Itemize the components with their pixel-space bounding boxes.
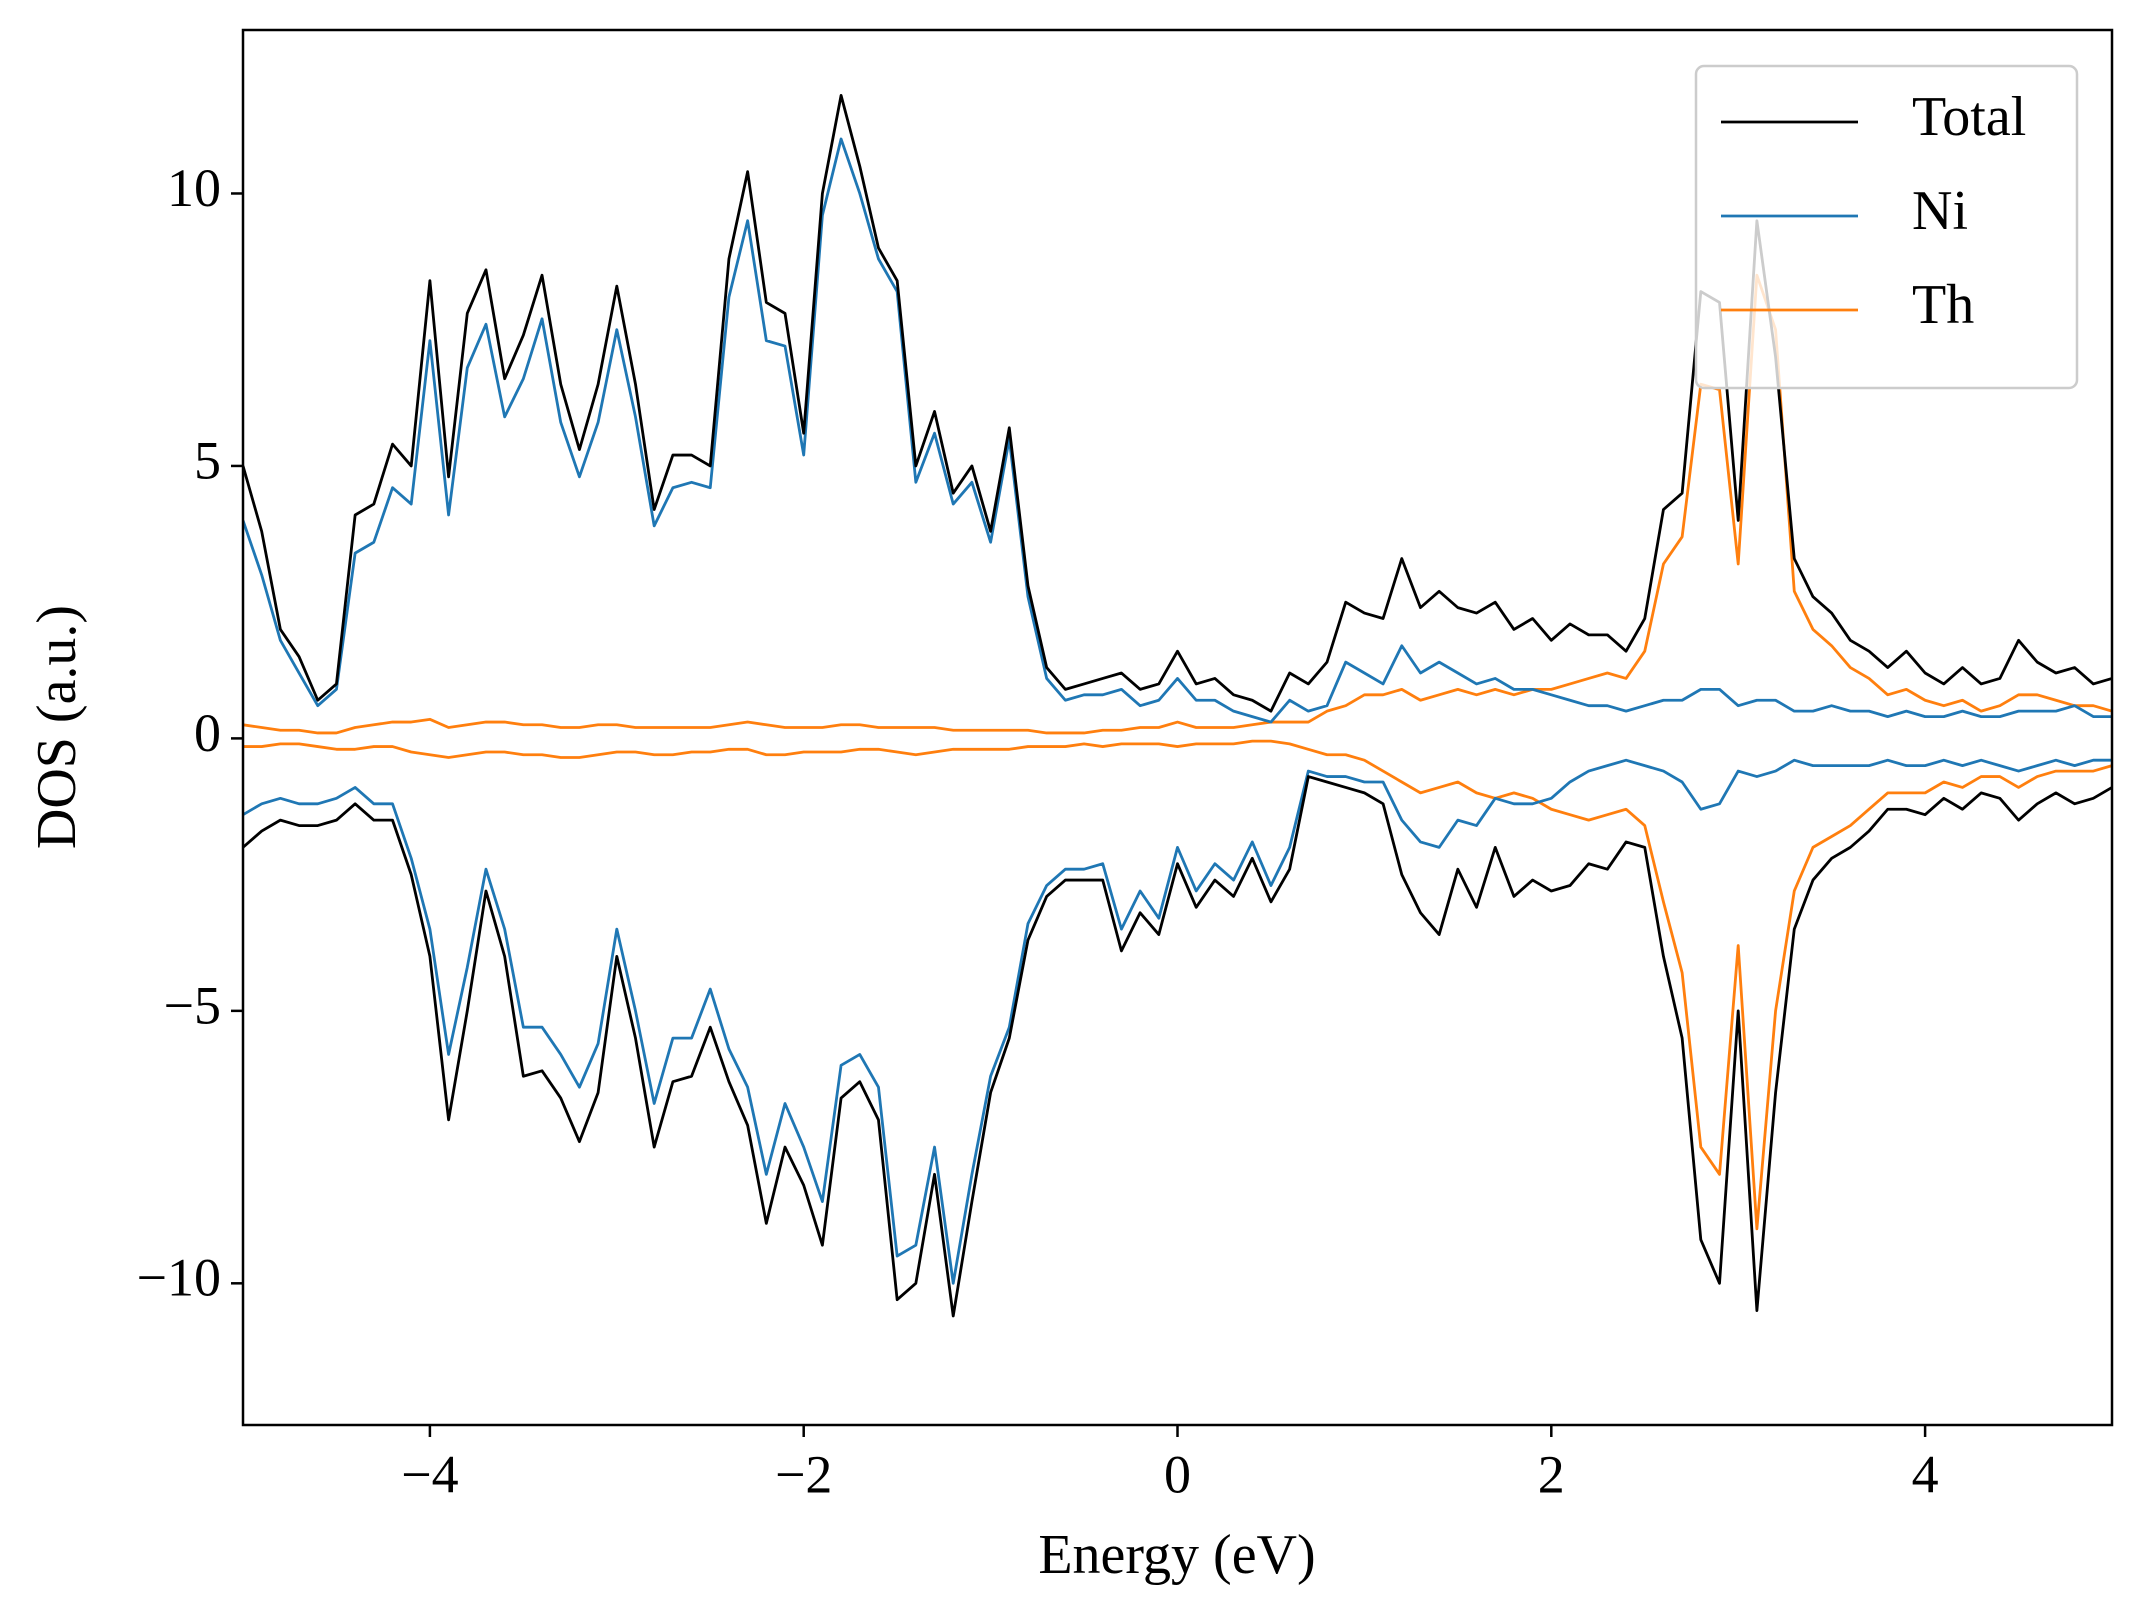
plot-area xyxy=(243,93,2112,1318)
y-tick-label: 10 xyxy=(167,158,221,218)
line-spin-up xyxy=(243,137,2112,724)
y-tick-label: −5 xyxy=(164,975,221,1035)
x-tick-label: −4 xyxy=(401,1444,458,1504)
y-axis-label: DOS (a.u.) xyxy=(26,605,88,849)
legend-label: Ni xyxy=(1912,180,1968,242)
line-spin-up xyxy=(243,93,2112,713)
line-spin-up xyxy=(243,273,2112,735)
x-tick-label: 4 xyxy=(1912,1444,1939,1504)
x-tick-label: 2 xyxy=(1538,1444,1565,1504)
legend-label: Th xyxy=(1912,274,1974,336)
x-tick-label: −2 xyxy=(775,1444,832,1504)
y-tick-label: 5 xyxy=(194,430,221,490)
legend-box xyxy=(1694,64,2079,390)
x-tick-label: 0 xyxy=(1164,1444,1191,1504)
x-axis-label: Energy (eV) xyxy=(1038,1524,1315,1586)
y-tick-label: −10 xyxy=(137,1248,221,1308)
y-tick-label: 0 xyxy=(194,703,221,763)
line-spin-down xyxy=(243,775,2112,1318)
legend-label: Total xyxy=(1912,86,2026,148)
line-spin-down xyxy=(243,758,2112,1285)
line-spin-down xyxy=(243,739,2112,1231)
